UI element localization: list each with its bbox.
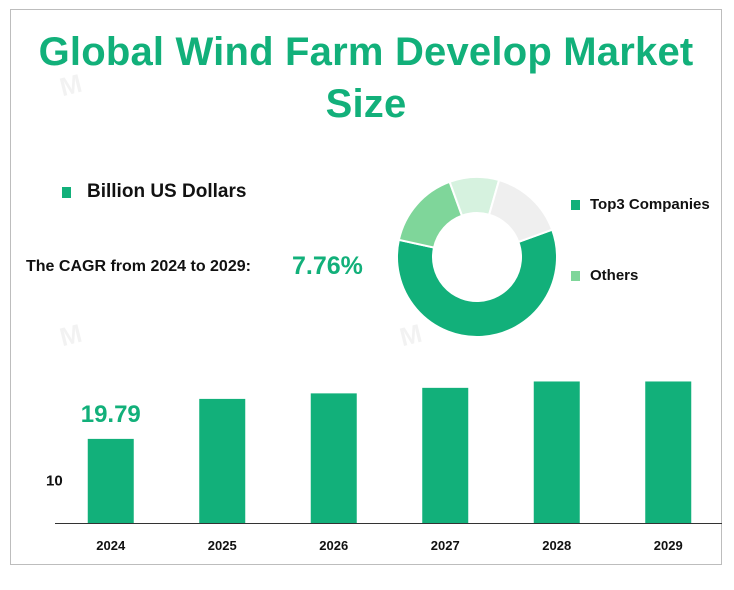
donut-slice-segment-3 (487, 178, 554, 244)
bar-2026 (310, 393, 357, 523)
x-tick-label-2028: 2028 (542, 538, 571, 553)
chart-title: Global Wind Farm Develop Market Size (38, 30, 694, 126)
bar-2024 (87, 438, 134, 523)
unit-legend-swatch (62, 186, 71, 198)
pie-legend-top3-label: Top3 Companies (590, 196, 710, 213)
data-label-2024: 19.79 (81, 401, 141, 428)
bar-2027 (422, 387, 469, 523)
donut-slice-top3-companies (396, 228, 558, 338)
pie-legend-top3: Top3 Companies (571, 196, 710, 213)
pie-legend-others-swatch (571, 270, 580, 281)
bar-2025 (199, 398, 246, 523)
pie-legend-others-label: Others (590, 267, 639, 284)
cagr-label: The CAGR from 2024 to 2029: (26, 258, 251, 275)
pie-legend-others: Others (571, 267, 638, 284)
x-tick-label-2026: 2026 (319, 538, 348, 553)
unit-legend-label: Billion US Dollars (87, 181, 247, 202)
cagr-value: 7.76% (292, 252, 363, 280)
bar-2029 (645, 381, 692, 523)
pie-legend-top3-swatch (571, 199, 580, 210)
x-tick-label-2029: 2029 (654, 538, 683, 553)
x-tick-label-2024: 2024 (96, 538, 126, 553)
unit-legend: Billion US Dollars (62, 181, 246, 203)
x-tick-label-2025: 2025 (208, 538, 237, 553)
bar-2028 (533, 381, 580, 523)
x-tick-label-2027: 2027 (431, 538, 460, 553)
y-tick-label: 10 (46, 473, 63, 490)
